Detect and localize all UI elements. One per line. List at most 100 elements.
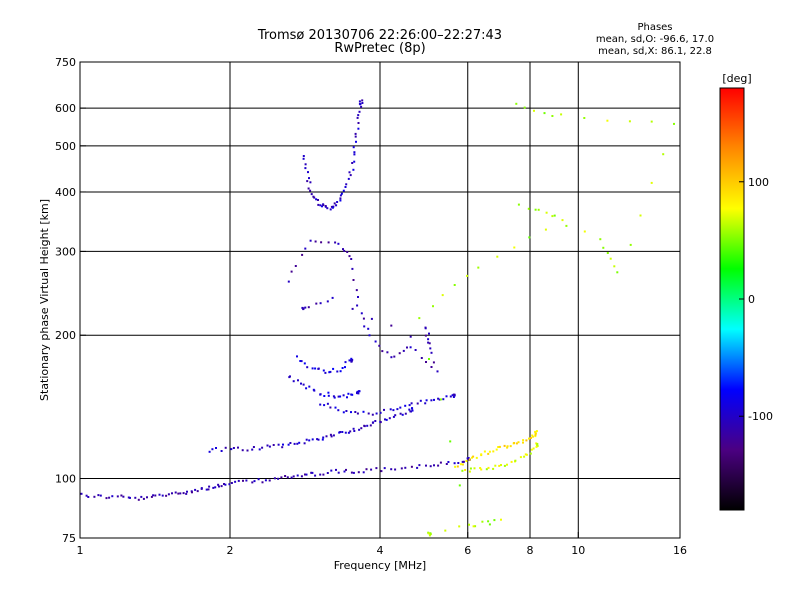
chart-title: Tromsø 20130706 22:26:00–22:27:43: [257, 28, 502, 43]
data-point: [464, 469, 467, 471]
data-point: [339, 199, 342, 202]
data-point: [428, 358, 430, 360]
data-point: [342, 394, 345, 397]
data-point: [326, 207, 329, 210]
data-point: [214, 486, 217, 489]
data-point: [515, 102, 518, 105]
data-point: [506, 446, 509, 449]
data-point: [402, 349, 405, 352]
data-point: [339, 370, 342, 373]
data-point: [494, 464, 497, 467]
data-point: [454, 465, 457, 468]
data-point: [390, 356, 393, 359]
data-point: [399, 406, 402, 409]
data-point: [416, 402, 419, 405]
data-point: [613, 265, 616, 268]
data-point: [362, 410, 365, 413]
data-point: [200, 487, 203, 490]
data-point: [152, 494, 155, 497]
data-point: [429, 347, 432, 350]
data-point: [628, 120, 631, 123]
data-point: [358, 110, 361, 113]
data-point: [430, 366, 433, 368]
data-point: [345, 183, 348, 186]
data-point: [354, 132, 357, 135]
data-point: [306, 366, 309, 369]
data-point: [427, 532, 430, 535]
data-point: [371, 421, 374, 424]
data-point: [322, 473, 325, 476]
data-point: [483, 450, 486, 453]
data-point: [393, 355, 396, 358]
data-point: [404, 412, 407, 415]
data-point: [344, 431, 347, 434]
x-tick-label: 16: [673, 544, 687, 557]
data-point: [343, 470, 346, 473]
data-point: [406, 346, 408, 349]
data-point: [257, 478, 260, 481]
y-tick-label: 750: [55, 56, 76, 69]
data-point: [361, 99, 364, 102]
data-point: [438, 398, 441, 401]
data-point: [396, 408, 399, 411]
data-point: [496, 255, 499, 258]
data-point: [437, 397, 440, 400]
data-point: [146, 496, 148, 499]
data-point: [341, 431, 344, 433]
data-point: [354, 411, 357, 413]
data-point: [352, 146, 355, 149]
data-point: [330, 435, 333, 438]
data-point: [517, 441, 520, 444]
data-point: [309, 189, 312, 192]
data-point: [535, 445, 538, 448]
data-point: [493, 519, 496, 522]
data-point: [303, 362, 306, 365]
data-point: [515, 442, 518, 445]
data-point: [462, 460, 465, 463]
data-point: [319, 403, 322, 406]
data-point: [468, 458, 471, 461]
data-point: [344, 361, 347, 364]
data-point: [469, 467, 472, 470]
data-point: [352, 168, 355, 171]
data-point: [296, 474, 299, 477]
data-point: [487, 520, 490, 523]
data-point: [120, 494, 123, 497]
data-point: [418, 464, 421, 467]
data-point: [326, 402, 329, 405]
data-point: [392, 415, 395, 418]
data-point: [300, 382, 302, 385]
data-point: [479, 467, 482, 469]
data-point: [302, 157, 305, 160]
data-point: [535, 430, 538, 433]
data-point: [309, 239, 312, 242]
data-point: [383, 408, 385, 411]
data-point: [357, 114, 360, 117]
data-point: [280, 476, 283, 479]
data-point: [300, 475, 303, 478]
data-point: [353, 430, 356, 432]
data-point: [332, 434, 335, 437]
data-point: [339, 194, 342, 197]
data-point: [301, 253, 304, 256]
data-point: [347, 431, 350, 434]
data-point: [137, 498, 140, 501]
y-tick-label: 500: [55, 140, 76, 153]
data-point: [551, 115, 554, 117]
data-point: [134, 496, 137, 499]
data-point: [468, 523, 470, 526]
data-point: [534, 433, 537, 436]
data-point: [506, 463, 508, 466]
data-point: [353, 160, 356, 163]
data-point: [565, 224, 568, 227]
data-point: [334, 406, 337, 409]
data-point: [108, 496, 111, 499]
y-tick-label: 75: [62, 532, 76, 545]
data-point: [314, 367, 317, 370]
data-point: [215, 447, 217, 449]
data-point: [191, 491, 193, 494]
data-point: [375, 467, 378, 470]
data-point: [336, 370, 339, 373]
data-point: [606, 252, 609, 254]
data-point: [358, 428, 361, 431]
